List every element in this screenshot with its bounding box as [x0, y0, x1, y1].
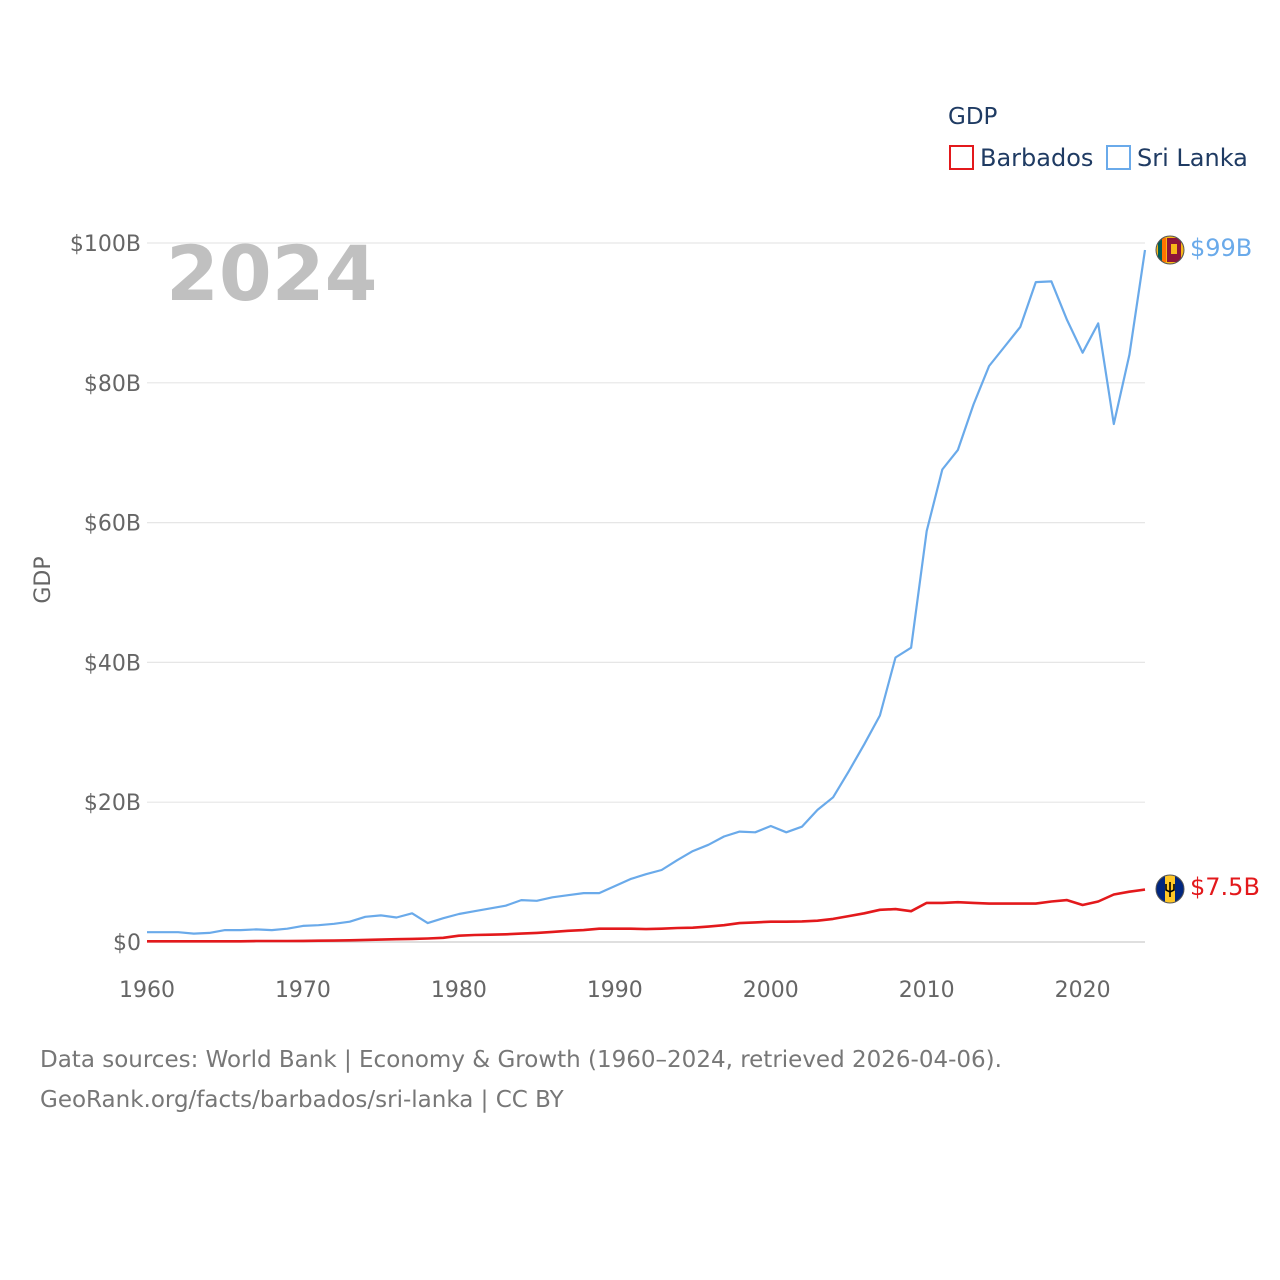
gdp-line-chart: $0 $20B $40B $60B $80B $100B 1960 1970 1980 1990… — [31, 104, 1260, 1003]
y-tick-label: $80B — [84, 372, 141, 397]
barbados-flag-icon — [1155, 874, 1185, 904]
legend-swatch-sri-lanka[interactable] — [1106, 145, 1131, 170]
x-tick-label: 1990 — [587, 978, 643, 1003]
series-line-sri-lanka[interactable] — [147, 249, 1147, 935]
gridlines — [147, 242, 1145, 943]
y-tick-label: $60B — [84, 512, 141, 537]
source-line: Data sources: World Bank | Economy & Gro… — [40, 1047, 1002, 1073]
y-axis-ticks: $0 $20B $40B $60B $80B $100B — [70, 232, 141, 956]
end-label-barbados: $7.5B — [1190, 873, 1260, 901]
x-tick-label: 1970 — [275, 978, 331, 1003]
legend-swatch-barbados[interactable] — [949, 145, 974, 170]
legend-label-barbados[interactable]: Barbados — [980, 144, 1093, 172]
y-tick-label: $20B — [84, 791, 141, 816]
end-label-sri-lanka: $99B — [1190, 234, 1252, 262]
source-url-line[interactable]: GeoRank.org/facts/barbados/sri-lanka | C… — [40, 1087, 564, 1113]
y-axis-title: GDP — [31, 556, 56, 603]
y-tick-label: $100B — [70, 232, 141, 257]
x-tick-label: 2010 — [899, 978, 955, 1003]
series-lines — [147, 249, 1147, 943]
legend-title: GDP — [948, 104, 998, 130]
sri-lanka-flag-icon — [1155, 235, 1185, 265]
legend: GDP Barbados Sri Lanka — [948, 104, 1248, 172]
x-tick-label: 1960 — [119, 978, 175, 1003]
series-line-barbados[interactable] — [147, 888, 1146, 943]
y-tick-label: $40B — [84, 651, 141, 676]
x-tick-label: 2000 — [743, 978, 799, 1003]
x-tick-label: 2020 — [1055, 978, 1111, 1003]
y-tick-label: $0 — [113, 931, 141, 956]
data-source-note: Data sources: World Bank | Economy & Gro… — [40, 1040, 1002, 1120]
x-tick-label: 1980 — [431, 978, 487, 1003]
legend-label-sri-lanka[interactable]: Sri Lanka — [1137, 144, 1248, 172]
x-axis-ticks: 1960 1970 1980 1990 2000 2010 2020 — [119, 978, 1111, 1003]
year-label: 2024 — [166, 229, 378, 318]
